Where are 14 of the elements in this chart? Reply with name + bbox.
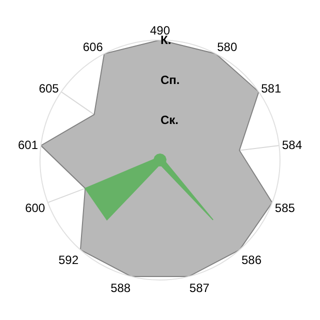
spoke-label: 588 bbox=[110, 280, 131, 295]
y-tick-label: Ск. bbox=[160, 112, 179, 127]
y-tick-label: Сп. bbox=[160, 72, 180, 87]
spoke-label: 587 bbox=[189, 280, 210, 295]
spoke-label: 580 bbox=[217, 40, 238, 54]
spoke-label: 606 bbox=[82, 40, 104, 54]
spoke-label: 600 bbox=[25, 200, 46, 215]
spoke-label: 584 bbox=[282, 138, 302, 152]
spoke-label: 601 bbox=[18, 138, 38, 152]
spoke-label: 585 bbox=[274, 200, 296, 215]
spoke-label: 592 bbox=[58, 252, 79, 267]
spoke-label: 605 bbox=[38, 81, 60, 96]
spoke-label: 586 bbox=[242, 252, 262, 267]
spoke-label: 581 bbox=[261, 81, 282, 96]
